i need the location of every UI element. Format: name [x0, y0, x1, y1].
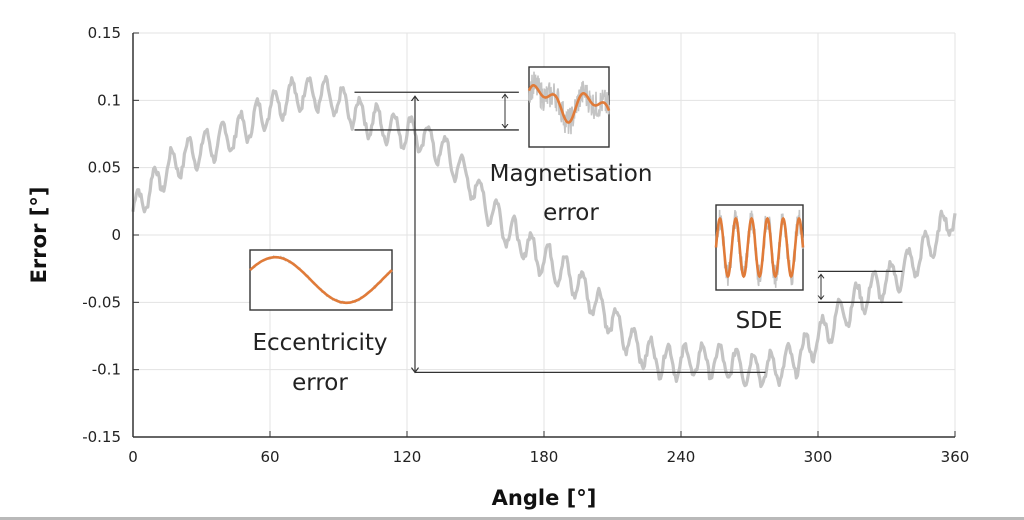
- magnetisation-label-line2: error: [543, 200, 599, 226]
- magnetisation-inset-fit-line: [527, 83, 611, 124]
- eccentricity-label-line2: error: [292, 370, 348, 396]
- x-tick-label: 360: [941, 448, 970, 466]
- x-tick-label: 0: [128, 448, 138, 466]
- x-tick-label: 300: [804, 448, 833, 466]
- y-tick-label: -0.15: [82, 428, 121, 446]
- y-tick-label: 0.15: [88, 24, 121, 42]
- sde-inset-fit-line: [714, 216, 805, 279]
- y-tick-label: -0.05: [82, 293, 121, 311]
- eccentricity-inset-fit-line: [249, 255, 393, 305]
- sde-label: SDE: [736, 308, 783, 334]
- bottom-border: [0, 517, 1024, 520]
- watermark: 豆包AI生成: [897, 475, 984, 496]
- insets: [249, 66, 805, 311]
- magnetisation-label-line1: Magnetisation: [490, 161, 653, 187]
- y-tick-label: -0.1: [92, 361, 121, 379]
- x-axis-label: Angle [°]: [492, 486, 597, 510]
- series-line-measured-error: [131, 74, 957, 389]
- axes: [132, 32, 956, 438]
- x-tick-label: 180: [530, 448, 559, 466]
- y-tick-label: 0.1: [97, 91, 121, 109]
- x-tick-label: 240: [667, 448, 696, 466]
- y-tick-label: 0: [111, 226, 121, 244]
- eccentricity-label-line1: Eccentricity: [252, 330, 387, 356]
- y-axis-label: Error [°]: [27, 187, 51, 284]
- tick-labels: 0 60 120 180 240 300 360 0.15 0.1 0.05 0 -0.05 -0.1 -…: [82, 24, 969, 466]
- x-tick-label: 60: [260, 448, 279, 466]
- annotations: [354, 91, 903, 372]
- eccentricity-inset-box: [249, 249, 393, 311]
- series-layer: [131, 74, 957, 389]
- y-tick-label: 0.05: [88, 159, 121, 177]
- x-tick-label: 120: [393, 448, 422, 466]
